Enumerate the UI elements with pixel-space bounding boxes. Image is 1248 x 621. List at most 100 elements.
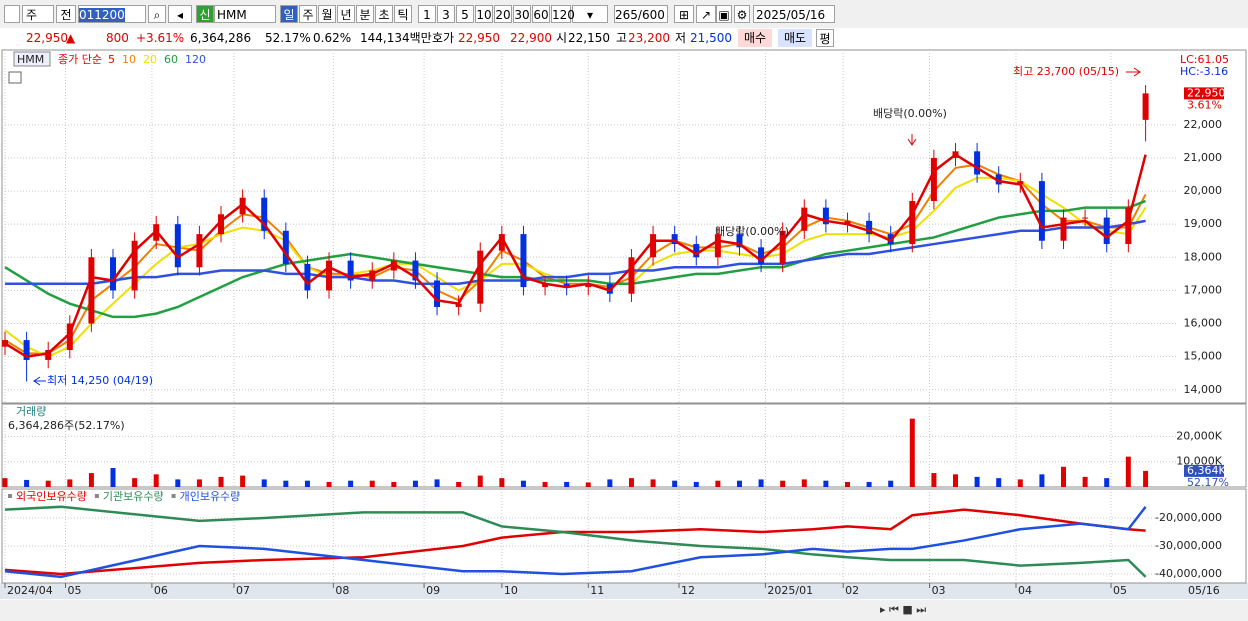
name-input[interactable]: HMM (214, 5, 276, 23)
volume-bar (693, 481, 699, 487)
toolbar-button[interactable]: 10 (475, 5, 493, 23)
candle-body (347, 260, 354, 281)
candle-body (563, 283, 570, 288)
candle-body (542, 283, 549, 288)
buy-button[interactable]: 매수 (738, 29, 772, 47)
y-tick-label: 19,000 (1184, 217, 1223, 230)
candle-body (261, 197, 268, 231)
prev-button[interactable]: 전 (56, 5, 76, 23)
candle-body (714, 234, 721, 258)
high: 23,200 (628, 31, 670, 45)
candle-body (477, 250, 484, 304)
annotation: 배당락(0.00%) (873, 107, 947, 120)
legend-entry: 60 (164, 53, 178, 66)
settings-button[interactable]: ⚙ (734, 5, 750, 23)
quote-bar: 22,950 ▲ 800 +3.61% 6,364,286 52.17% 0.6… (0, 28, 1248, 49)
candle-body (628, 257, 635, 294)
volume-bar (715, 480, 721, 487)
market-select[interactable]: 주 (22, 5, 54, 23)
legend-entry: 120 (185, 53, 206, 66)
toolbar-button[interactable]: 1 (418, 5, 436, 23)
x-tick-label: 12 (681, 584, 695, 597)
volume-bar (628, 478, 634, 487)
y-tick-label: 20,000K (1176, 429, 1222, 442)
y-tick-label: 10,000K (1176, 455, 1222, 468)
open: 22,150 (568, 31, 610, 45)
candle-body (66, 323, 73, 351)
volume-bar (369, 480, 375, 487)
search-button[interactable]: ⌕ (148, 5, 166, 23)
volume-bar (801, 479, 807, 487)
ask: 22,950 (458, 31, 500, 45)
last-price-label: 22,950 (1187, 86, 1226, 99)
volume-bar (866, 481, 872, 487)
volume-ratio: 52.17% (265, 31, 311, 45)
x-tick-label: 10 (504, 584, 518, 597)
toolbar-button[interactable]: 60 (532, 5, 550, 23)
x-tick-label: 04 (1018, 584, 1032, 597)
toolbar-button[interactable]: 5 (456, 5, 474, 23)
toolbar-button[interactable]: 일 (280, 5, 298, 23)
candle-body (671, 234, 678, 245)
arrow (1126, 67, 1141, 77)
save-button[interactable]: ▣ (716, 5, 732, 23)
candle-body (369, 270, 376, 281)
toolbar-button[interactable]: 120 (551, 5, 575, 23)
toolbar-button[interactable]: 초 (375, 5, 393, 23)
toolbar-button[interactable]: 3 (437, 5, 455, 23)
y-tick-label: 20,000 (1184, 184, 1223, 197)
toolbar-button[interactable]: 30 (513, 5, 531, 23)
candle-body (1038, 181, 1045, 241)
x-tick-label: 02 (845, 584, 859, 597)
volume-bar (996, 478, 1002, 487)
table-icon (8, 71, 22, 84)
scroll-bar[interactable] (0, 600, 1248, 621)
toolbar-button[interactable]: 년 (337, 5, 355, 23)
change-label: 3.61% (1187, 98, 1222, 111)
avg-button[interactable]: 평 (816, 29, 834, 47)
volume-bar (909, 418, 915, 487)
menu-icon[interactable] (4, 5, 20, 23)
toolbar-button[interactable]: 주 (299, 5, 317, 23)
volume-bar (888, 480, 894, 487)
candle-body (974, 151, 981, 175)
toolbar-button[interactable]: 월 (318, 5, 336, 23)
count-total: /600 (637, 8, 665, 22)
candle-body (736, 234, 743, 248)
toolbar-button[interactable]: 분 (356, 5, 374, 23)
toolbar-button[interactable]: 20 (494, 5, 512, 23)
sound-button[interactable]: ◂ (168, 5, 192, 23)
arrow (33, 376, 46, 386)
x-tick-label: 05 (67, 584, 81, 597)
date-input[interactable]: 2025/05/16 (753, 5, 835, 23)
candle-body (585, 283, 592, 288)
tool-button[interactable]: ⊞ (674, 5, 694, 23)
volume-bar (1061, 466, 1067, 487)
scroll-controls[interactable]: ▸ ⏮ ■ ⏭ (880, 603, 926, 616)
volume-bar (758, 479, 764, 487)
code-input[interactable]: 011200 (78, 5, 146, 23)
volume-bar (412, 480, 418, 487)
panel-title: 거래량 (16, 405, 46, 418)
toolbar-button[interactable]: 틱 (394, 5, 412, 23)
new-button[interactable]: 신 (196, 5, 214, 23)
tool-button[interactable]: ↗ (696, 5, 716, 23)
annotation: 최고 23,700 (05/15) (1013, 65, 1119, 78)
sell-button[interactable]: 매도 (778, 29, 812, 47)
volume-bar (326, 481, 332, 487)
volume-bar (1125, 456, 1131, 487)
volume-bar (391, 481, 397, 487)
y-tick-label: 21,000 (1184, 151, 1223, 164)
interval-select[interactable]: ▾ (572, 5, 608, 23)
volume-bar (67, 479, 73, 487)
bid-label: 호가 (432, 31, 455, 45)
candle-body (1017, 181, 1024, 185)
x-tick-label: 2024/04 (7, 584, 53, 597)
candle-body (844, 220, 851, 225)
count-box[interactable]: 265/600 (614, 5, 668, 23)
legend-swatch (8, 494, 12, 498)
candle-body (995, 174, 1002, 185)
low: 21,500 (690, 31, 732, 45)
arrow: ▲ (66, 31, 76, 45)
volume-bar (132, 478, 138, 487)
